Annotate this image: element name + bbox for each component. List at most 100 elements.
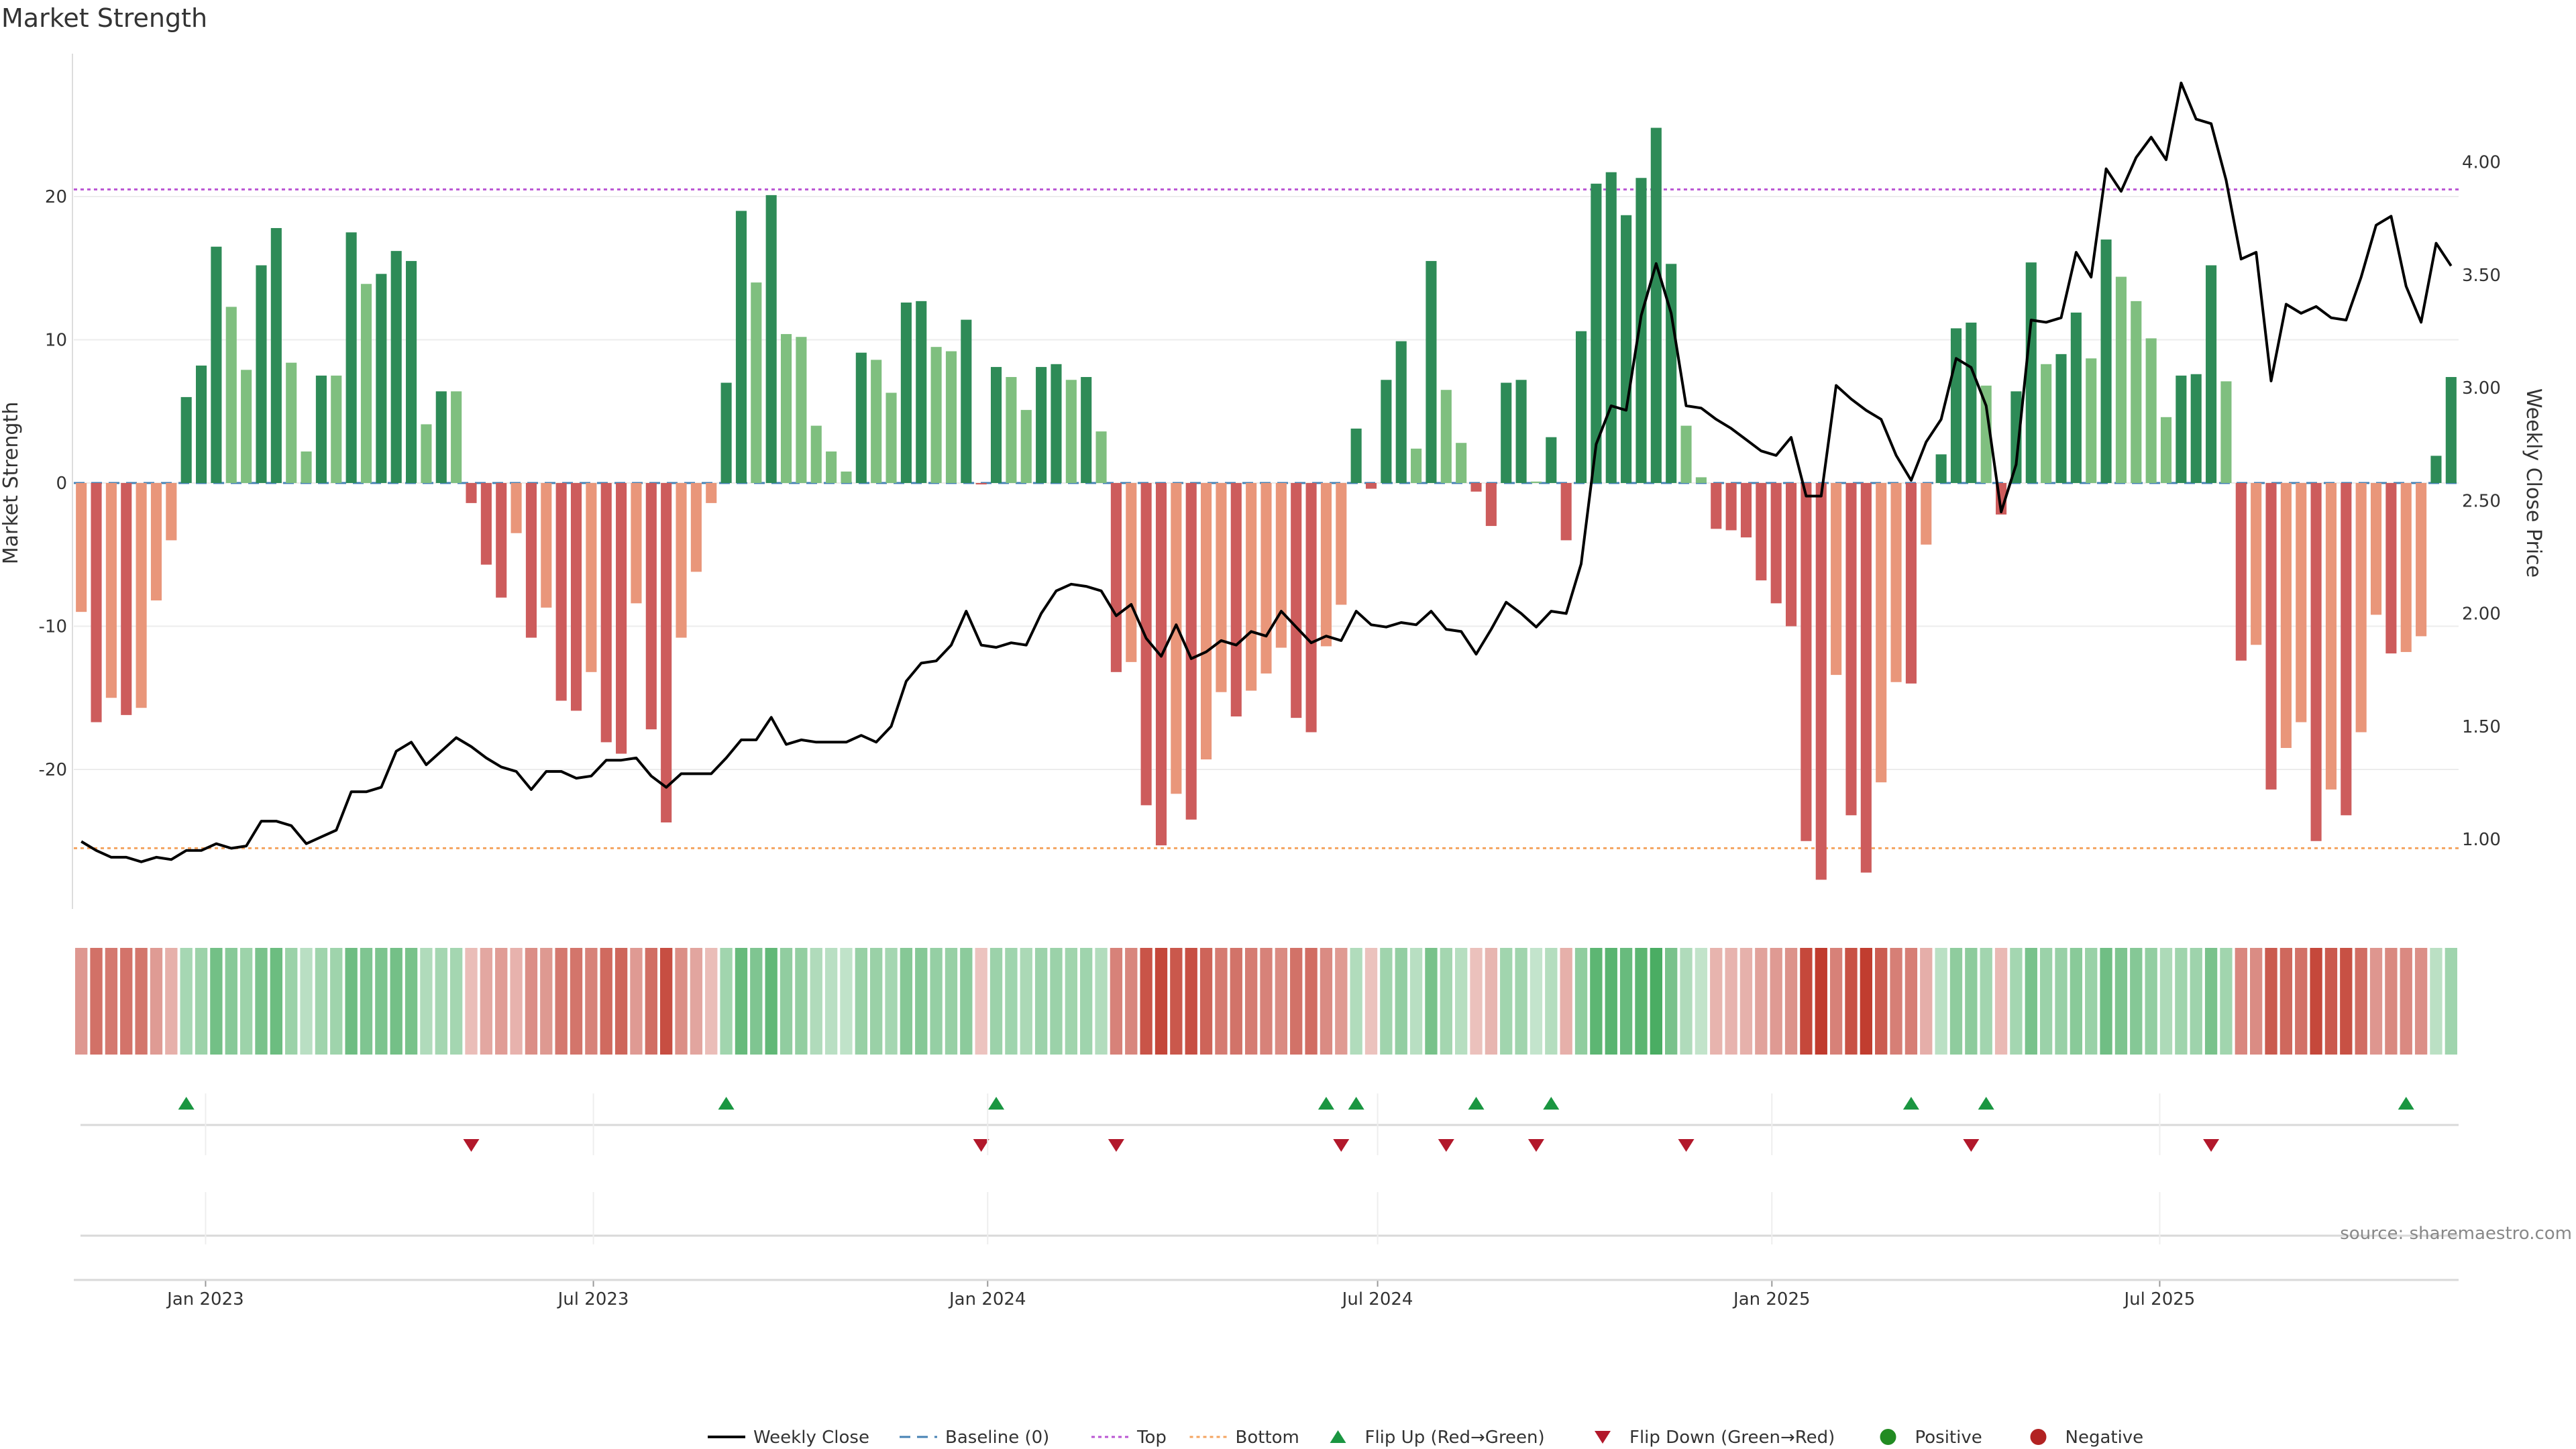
heat-cell	[885, 948, 898, 1055]
legend-label-flip-up: Flip Up (Red→Green)	[1365, 1428, 1545, 1448]
flip-up-marker	[1543, 1097, 1560, 1110]
legend-label-weekly-close: Weekly Close	[753, 1428, 869, 1448]
flip-down-marker	[1333, 1139, 1350, 1152]
strength-bar	[1740, 483, 1752, 538]
strength-bar	[2430, 455, 2442, 483]
heat-cell	[1829, 948, 1843, 1055]
heat-cell	[300, 948, 313, 1055]
heat-cell	[1260, 948, 1273, 1055]
heat-cell	[1695, 948, 1708, 1055]
strength-bar	[765, 195, 777, 483]
heat-cell	[1755, 948, 1768, 1055]
heat-cell	[1574, 948, 1588, 1055]
strength-bar	[1515, 380, 1527, 483]
heat-cell	[465, 948, 478, 1055]
heat-cell	[2340, 948, 2353, 1055]
heat-cell	[480, 948, 493, 1055]
heat-cell	[1500, 948, 1513, 1055]
heat-cell	[2190, 948, 2202, 1055]
strength-bar	[2160, 417, 2172, 483]
heat-cell	[824, 948, 838, 1055]
heat-cell	[1335, 948, 1348, 1055]
strength-bar	[1320, 483, 1332, 647]
heat-cell	[1005, 948, 1018, 1055]
heat-cell	[1110, 948, 1123, 1055]
strength-bar	[1845, 483, 1857, 816]
heat-cell	[1949, 948, 1963, 1055]
heat-cell	[1725, 948, 1737, 1055]
strength-bar	[1305, 483, 1317, 733]
flip-up-marker	[1978, 1097, 1994, 1110]
strength-bar	[1815, 483, 1827, 880]
source-credit: source: sharemaestro.com	[2340, 1224, 2572, 1244]
heat-cell	[1140, 948, 1152, 1055]
strength-bar	[2115, 276, 2127, 483]
strength-bar	[406, 261, 417, 483]
axes: -20 -10 0 10 20 1.00 1.50 2.00 2.50 3.00 3.50 4.00	[39, 54, 2501, 909]
strength-bar	[1110, 483, 1122, 672]
y2-tick-label: 3.50	[2462, 266, 2501, 286]
flip-up-marker	[1348, 1097, 1364, 1110]
heat-cell	[1034, 948, 1048, 1055]
heat-cell	[540, 948, 553, 1055]
heat-cell	[1784, 948, 1798, 1055]
flip-up-marker	[1318, 1097, 1334, 1110]
heat-cell	[1244, 948, 1258, 1055]
heat-cell	[449, 948, 463, 1055]
strength-bar	[2400, 483, 2412, 652]
strength-bar	[1081, 377, 1092, 483]
flip-down-marker	[1527, 1139, 1544, 1152]
heat-cell	[1920, 948, 1933, 1055]
heat-cell	[1199, 948, 1213, 1055]
heat-cell	[570, 948, 583, 1055]
heat-cell	[525, 948, 538, 1055]
heat-cell	[405, 948, 418, 1055]
flip-down-marker	[463, 1139, 480, 1152]
strength-bar	[600, 483, 612, 743]
flip-down-marker	[1438, 1139, 1454, 1152]
heat-cell	[2249, 948, 2263, 1055]
strength-bar	[1065, 380, 1077, 483]
flip-down-marker	[973, 1139, 989, 1152]
strength-bar	[1201, 483, 1212, 760]
strength-bar	[2086, 358, 2097, 483]
heat-cell	[960, 948, 973, 1055]
heat-cell	[1529, 948, 1543, 1055]
heat-cell	[855, 948, 867, 1055]
strength-bar	[180, 396, 192, 483]
heat-cell	[1350, 948, 1362, 1055]
x-tick-label: Jan 2023	[166, 1289, 244, 1309]
heat-cell	[2385, 948, 2398, 1055]
heat-cell	[1739, 948, 1753, 1055]
strength-bar	[945, 351, 957, 483]
heat-cell	[2445, 948, 2457, 1055]
strength-bar	[480, 483, 492, 565]
heat-cell	[255, 948, 268, 1055]
strength-bar	[1020, 410, 1032, 483]
legend-label-baseline: Baseline (0)	[945, 1428, 1049, 1448]
heat-cell	[1545, 948, 1558, 1055]
flip-up-marker	[178, 1097, 195, 1110]
heat-cell	[1425, 948, 1438, 1055]
heat-cell	[1650, 948, 1662, 1055]
legend-swatch-positive	[1880, 1429, 1896, 1445]
heat-cell	[2324, 948, 2338, 1055]
heat-cell	[1440, 948, 1452, 1055]
heat-cell	[735, 948, 748, 1055]
heat-cell	[989, 948, 1003, 1055]
strength-bar	[2010, 391, 2022, 483]
strength-bar	[2416, 483, 2427, 637]
strength-bar	[810, 425, 822, 483]
heat-cell	[210, 948, 223, 1055]
strength-bar	[2355, 483, 2367, 733]
strength-bar	[661, 483, 672, 822]
heat-cell	[330, 948, 343, 1055]
heat-cell	[930, 948, 943, 1055]
x-tick-label: Jan 2024	[948, 1289, 1026, 1309]
strength-bar	[2310, 483, 2322, 841]
heat-cell	[1080, 948, 1093, 1055]
heat-cell	[2025, 948, 2037, 1055]
heat-cell	[795, 948, 808, 1055]
strength-bar	[631, 483, 642, 604]
strength-bar	[390, 251, 402, 483]
